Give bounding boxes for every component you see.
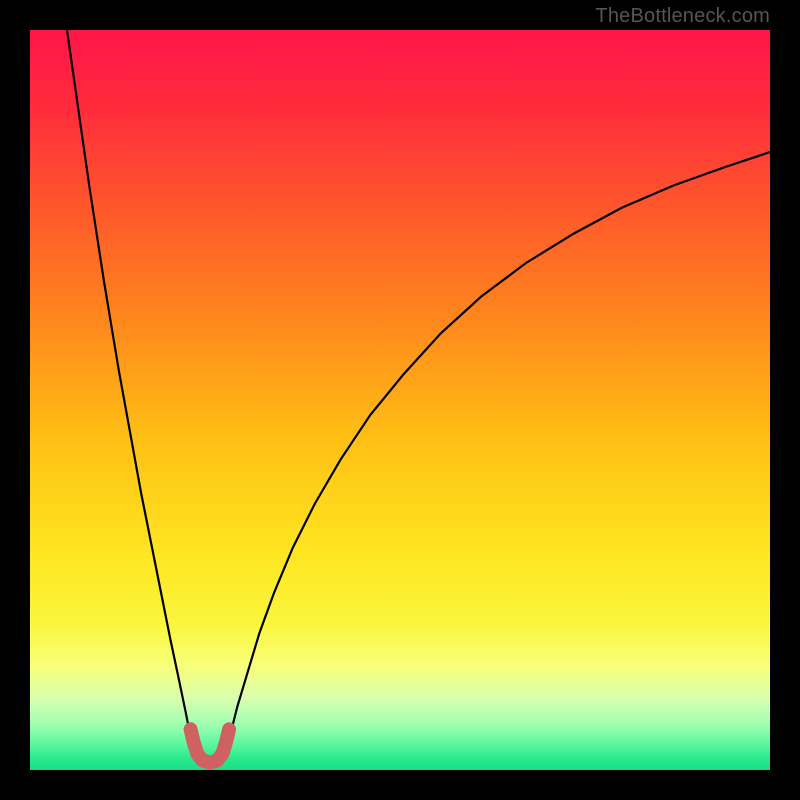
- bottleneck-chart: [30, 30, 770, 770]
- watermark-text: TheBottleneck.com: [595, 5, 770, 28]
- gradient-background: [30, 30, 770, 770]
